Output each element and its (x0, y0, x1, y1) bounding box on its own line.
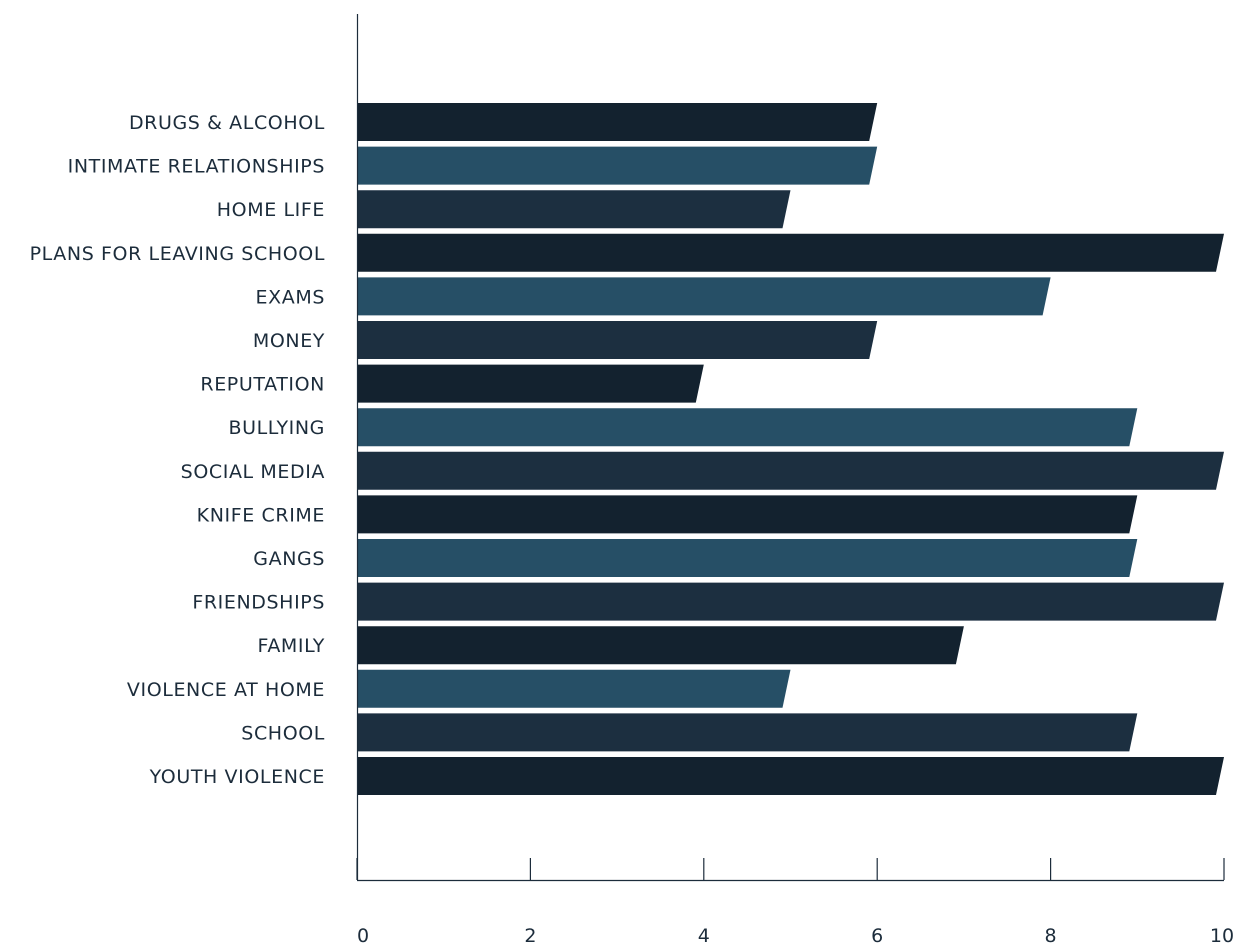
x-axis-tick-labels: 0 2 4 6 8 10 (357, 925, 1234, 944)
category-label: SCHOOL (241, 722, 325, 744)
bar (357, 364, 704, 403)
category-label: INTIMATE RELATIONSHIPS (68, 156, 325, 178)
bar (357, 408, 1138, 447)
bars-group (357, 103, 1224, 795)
bar (357, 495, 1138, 534)
x-axis-ticks (356, 858, 1225, 880)
category-label: HOME LIFE (217, 199, 325, 221)
bar (357, 233, 1224, 272)
category-label: PLANS FOR LEAVING SCHOOL (30, 243, 325, 265)
category-label: YOUTH VIOLENCE (149, 766, 325, 788)
category-label: FRIENDSHIPS (192, 592, 325, 614)
bar (357, 669, 791, 708)
x-tick-label: 2 (524, 925, 536, 944)
bar (357, 321, 878, 359)
x-tick-label: 6 (871, 925, 883, 944)
bar (357, 190, 791, 229)
bar (357, 626, 964, 665)
bar (357, 277, 1051, 316)
category-label: KNIFE CRIME (197, 504, 325, 526)
x-tick-label: 4 (698, 925, 710, 944)
category-label: FAMILY (258, 635, 325, 657)
category-label: MONEY (253, 330, 325, 352)
x-tick-label: 8 (1045, 925, 1057, 944)
bar (357, 757, 1224, 795)
category-label: BULLYING (228, 417, 325, 439)
bar (357, 539, 1138, 577)
bar (357, 451, 1224, 490)
category-label: EXAMS (256, 286, 325, 308)
bar (357, 146, 878, 185)
category-label: SOCIAL MEDIA (181, 461, 325, 483)
category-label: GANGS (253, 548, 325, 570)
category-label: REPUTATION (200, 374, 325, 396)
bar (357, 582, 1224, 621)
x-tick-label: 0 (357, 925, 369, 944)
category-label: VIOLENCE AT HOME (127, 679, 325, 701)
x-tick-label: 10 (1210, 925, 1234, 944)
bar (357, 713, 1138, 752)
bar (357, 103, 878, 141)
category-labels: DRUGS & ALCOHOL INTIMATE RELATIONSHIPS HOM… (30, 112, 325, 788)
category-label: DRUGS & ALCOHOL (129, 112, 325, 134)
